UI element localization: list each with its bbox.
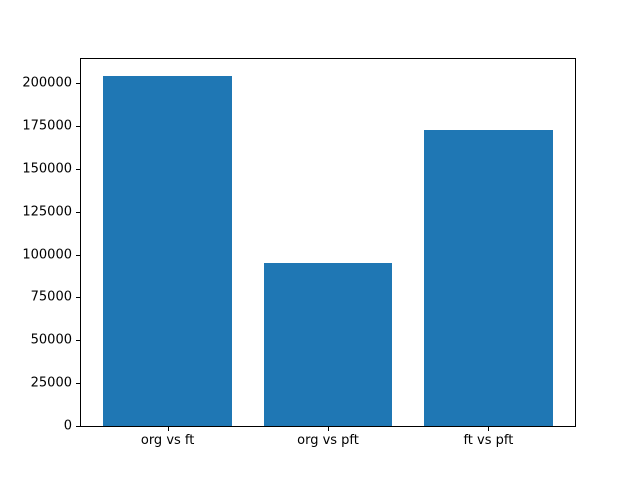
x-tick-mark	[488, 427, 490, 431]
y-tick-label: 0	[63, 418, 72, 434]
y-tick-mark	[76, 126, 80, 128]
y-tick-label: 75000	[30, 289, 72, 305]
plot-area	[80, 58, 576, 427]
x-tick-label: org vs pft	[297, 433, 359, 448]
x-tick-mark	[328, 427, 329, 431]
y-tick-mark	[76, 297, 80, 299]
y-tick-label: 175000	[22, 118, 72, 134]
bar-ft-vs-pft	[424, 129, 553, 426]
y-tick-mark	[76, 254, 80, 256]
y-tick-mark	[76, 211, 80, 213]
bar-org-vs-ft	[103, 76, 232, 426]
y-tick-mark	[76, 383, 80, 385]
y-tick-mark	[76, 426, 80, 427]
x-tick-mark	[167, 427, 169, 431]
y-tick-mark	[76, 340, 80, 342]
y-tick-mark	[76, 168, 80, 170]
bar-org-vs-pft	[263, 263, 393, 426]
y-tick-label: 100000	[22, 247, 72, 263]
x-tick-label: ft vs pft	[463, 433, 514, 448]
y-tick-label: 200000	[22, 75, 72, 91]
y-tick-label: 25000	[30, 375, 72, 391]
x-tick-label: org vs ft	[140, 433, 195, 448]
y-tick-label: 50000	[30, 332, 72, 348]
y-tick-mark	[76, 83, 80, 85]
y-tick-label: 125000	[22, 204, 72, 220]
y-tick-label: 150000	[22, 161, 72, 177]
